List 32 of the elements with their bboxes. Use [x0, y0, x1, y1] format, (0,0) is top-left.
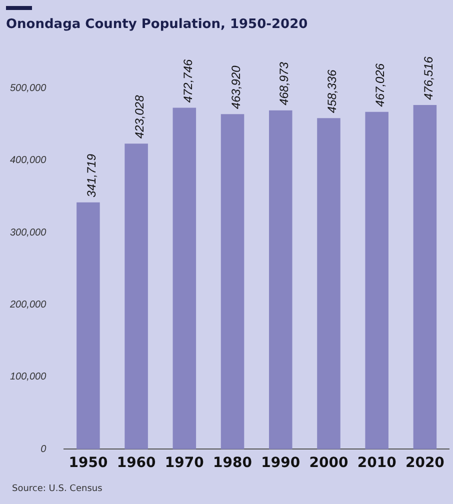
x-tick-label: 1970	[164, 455, 204, 472]
x-tick-label: 1960	[116, 455, 156, 472]
x-tick-label: 1950	[68, 455, 108, 472]
y-tick-label: 0	[40, 444, 47, 455]
y-tick-label: 300,000	[10, 227, 47, 238]
y-tick-label: 400,000	[10, 155, 47, 166]
x-tick-label: 2010	[357, 455, 397, 472]
data-label: 468,973	[276, 62, 291, 106]
data-label: 476,516	[421, 56, 436, 100]
bar	[76, 202, 100, 450]
x-tick-label: 1990	[261, 455, 300, 472]
bar	[124, 144, 148, 450]
y-tick-label: 100,000	[10, 372, 47, 383]
data-label: 463,920	[228, 65, 243, 110]
data-label: 458,336	[325, 69, 340, 114]
bar	[172, 108, 196, 450]
data-label: 467,026	[373, 63, 388, 107]
bar	[365, 112, 388, 450]
data-label: 472,746	[180, 58, 195, 103]
y-tick-label: 200,000	[8, 300, 47, 310]
data-label: 423,028	[132, 94, 147, 139]
bar	[268, 110, 292, 450]
x-tick-label: 2000	[309, 455, 348, 472]
bar	[220, 114, 244, 450]
y-tick-label: 500,000	[10, 82, 47, 94]
bar	[317, 118, 340, 450]
data-label: 341,719	[84, 154, 99, 198]
source-note: Source: U.S. Census	[12, 484, 102, 494]
chart-title: Onondaga County Population, 1950-2020	[6, 17, 308, 32]
x-tick-label: 1980	[213, 455, 252, 472]
bar	[413, 104, 437, 450]
x-tick-label: 2020	[405, 455, 445, 472]
